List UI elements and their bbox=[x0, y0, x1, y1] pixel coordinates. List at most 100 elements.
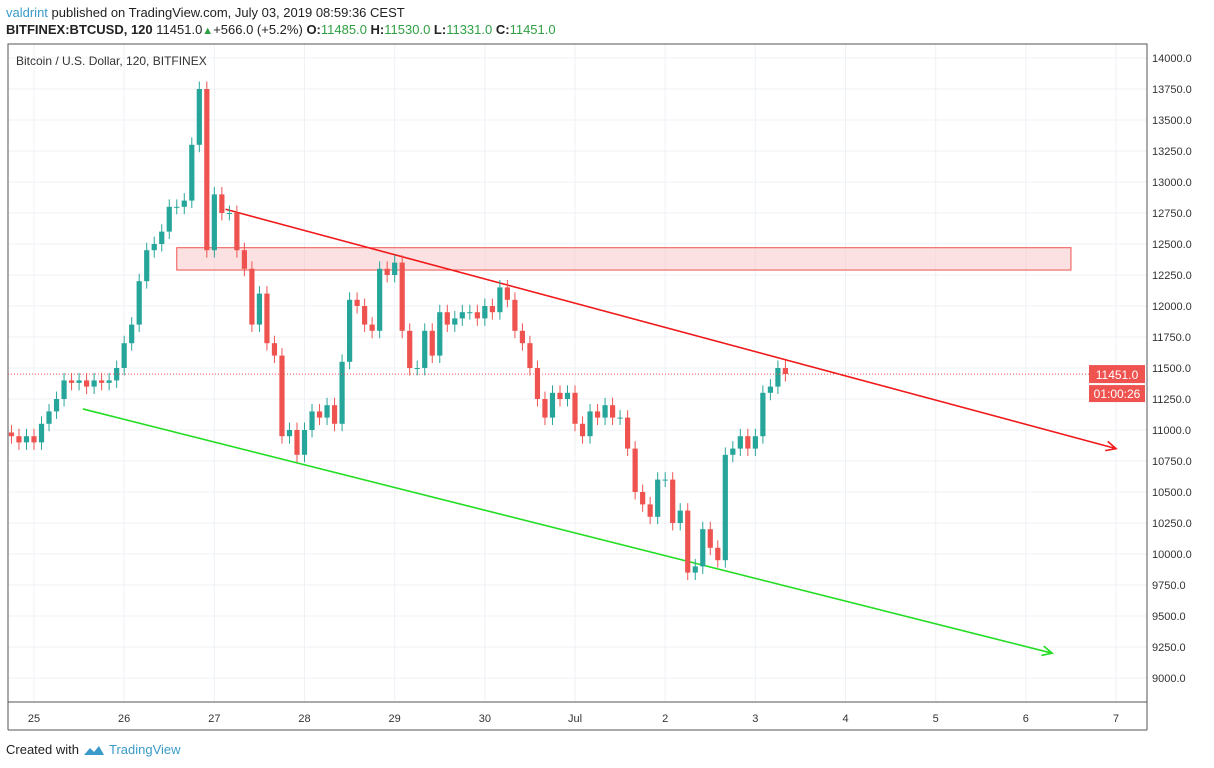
x-tick-label: 26 bbox=[118, 713, 130, 725]
candle-down bbox=[316, 411, 323, 418]
candle-up bbox=[129, 324, 135, 344]
candles bbox=[8, 81, 789, 581]
y-tick-label: 13750.0 bbox=[1152, 84, 1192, 96]
candle-up bbox=[767, 386, 773, 393]
symbol: BITFINEX:BTCUSD, 120 bbox=[6, 22, 153, 37]
candle-down bbox=[384, 268, 390, 275]
candle-down bbox=[369, 324, 375, 331]
candle-up bbox=[301, 430, 308, 455]
candle-down bbox=[354, 299, 360, 306]
candle-down bbox=[204, 89, 210, 251]
y-tick-label: 10000.0 bbox=[1152, 549, 1192, 561]
footer: Created with TradingView bbox=[6, 742, 181, 757]
last-price: 11451.0 bbox=[156, 22, 203, 37]
candle-down bbox=[362, 306, 368, 325]
candle-up bbox=[377, 268, 383, 331]
candle-down bbox=[715, 547, 721, 561]
tradingview-link[interactable]: TradingView bbox=[108, 742, 181, 757]
candle-down bbox=[444, 312, 450, 325]
candle-up bbox=[211, 194, 217, 251]
candle-up bbox=[121, 343, 127, 368]
x-tick-label: 5 bbox=[933, 713, 939, 725]
candle-up bbox=[722, 454, 728, 561]
candle-down bbox=[489, 306, 495, 313]
chart-frame bbox=[7, 43, 1148, 703]
candle-up bbox=[53, 399, 60, 412]
candle-down bbox=[68, 380, 75, 383]
candle-up bbox=[775, 368, 781, 387]
y-tick-label: 10750.0 bbox=[1152, 456, 1192, 468]
y-tick-label: 10250.0 bbox=[1152, 518, 1192, 530]
candle-up bbox=[91, 380, 97, 387]
y-tick-label: 9000.0 bbox=[1152, 673, 1186, 685]
candle-down bbox=[8, 432, 15, 437]
y-tick-label: 10500.0 bbox=[1152, 487, 1192, 499]
candle-up bbox=[414, 368, 420, 369]
candle-down bbox=[294, 430, 300, 455]
candle-down bbox=[625, 417, 631, 449]
y-tick-label: 9750.0 bbox=[1152, 580, 1186, 592]
c-label: C: bbox=[495, 22, 510, 37]
open-value: 11485.0 bbox=[320, 22, 367, 37]
y-tick-label: 14000.0 bbox=[1152, 53, 1192, 65]
y-tick-label: 11750.0 bbox=[1152, 332, 1191, 344]
candle-down bbox=[632, 448, 638, 492]
candle-down bbox=[407, 330, 413, 368]
candle-down bbox=[474, 312, 480, 319]
y-tick-label: 9250.0 bbox=[1152, 642, 1186, 654]
candle-up bbox=[166, 206, 172, 232]
support-trendline-arrowhead bbox=[1041, 645, 1054, 657]
candle-up bbox=[46, 411, 52, 424]
x-tick-label: 27 bbox=[208, 713, 220, 725]
candle-down bbox=[234, 213, 240, 251]
price-chart[interactable]: Bitcoin / U.S. Dollar, 120, BITFINEX 140… bbox=[0, 0, 1214, 740]
candle-down bbox=[429, 330, 435, 356]
y-tick-label: 9500.0 bbox=[1152, 611, 1186, 623]
axes: 14000.0 13750.0 13500.0 13250.0 13000.0 12750… bbox=[8, 53, 1192, 725]
candle-down bbox=[249, 268, 255, 325]
candle-up bbox=[151, 244, 157, 251]
candle-up bbox=[602, 405, 608, 418]
y-tick-label: 11000.0 bbox=[1152, 425, 1191, 437]
chart-title: Bitcoin / U.S. Dollar, 120, BITFINEX bbox=[16, 54, 207, 68]
candle-up bbox=[452, 318, 458, 325]
close-value: 11451.0 bbox=[509, 22, 556, 37]
candle-up bbox=[459, 312, 465, 319]
candle-down bbox=[399, 262, 405, 331]
y-tick-label: 11500.0 bbox=[1152, 363, 1191, 375]
candle-up bbox=[737, 436, 743, 449]
candle-up bbox=[392, 262, 398, 275]
y-tick-label: 12250.0 bbox=[1152, 270, 1192, 282]
created-with-text: Created with bbox=[6, 742, 79, 757]
candle-down bbox=[707, 529, 713, 548]
up-arrow-icon: ▲ bbox=[202, 25, 214, 37]
candle-down bbox=[534, 368, 541, 399]
candle-down bbox=[31, 436, 37, 443]
publish-text: published on TradingView.com, July 03, 2… bbox=[51, 5, 405, 20]
resistance-trendline-arrowhead bbox=[1105, 440, 1118, 452]
candle-up bbox=[256, 293, 263, 325]
last-price-badge bbox=[1089, 365, 1145, 384]
candle-up bbox=[662, 479, 668, 481]
candle-down bbox=[782, 368, 789, 375]
candle-up bbox=[189, 144, 195, 201]
candle-up bbox=[497, 287, 503, 313]
author-link[interactable]: valdrint bbox=[6, 5, 48, 20]
drawings[interactable] bbox=[82, 208, 1118, 657]
x-tick-label: 29 bbox=[389, 713, 401, 725]
candle-up bbox=[324, 405, 330, 418]
y-tick-label: 13250.0 bbox=[1152, 146, 1192, 158]
y-tick-label: 12750.0 bbox=[1152, 208, 1192, 220]
o-label: O: bbox=[306, 22, 321, 37]
candle-up bbox=[346, 299, 353, 362]
candle-down bbox=[512, 299, 518, 331]
candle-up bbox=[467, 312, 473, 314]
candle-up bbox=[159, 231, 165, 244]
x-tick-label: 25 bbox=[28, 713, 40, 725]
candle-down bbox=[519, 330, 526, 344]
publish-info: valdrint published on TradingView.com, J… bbox=[6, 5, 405, 20]
candle-down bbox=[670, 479, 676, 523]
candle-up bbox=[760, 392, 766, 437]
candle-down bbox=[16, 436, 22, 443]
candle-up bbox=[587, 411, 593, 437]
